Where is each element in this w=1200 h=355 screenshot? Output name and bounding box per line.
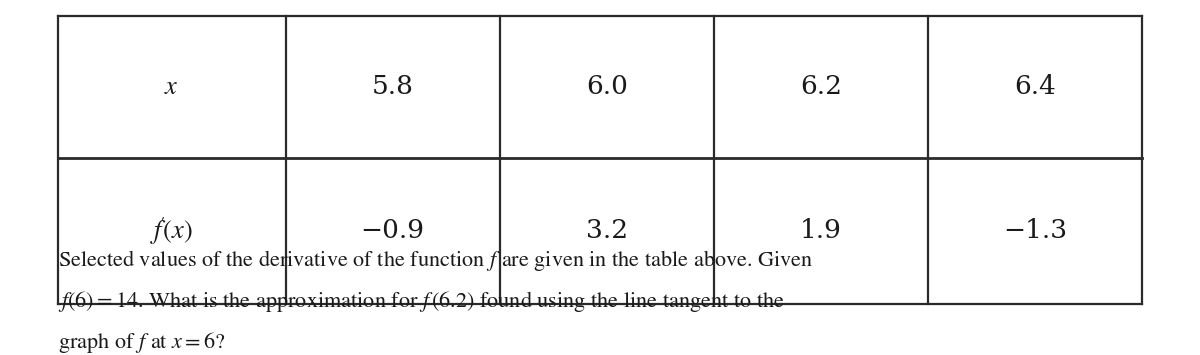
Text: graph of $f$ at $x = 6$?: graph of $f$ at $x = 6$? (58, 330, 226, 355)
Text: −1.3: −1.3 (1003, 218, 1067, 243)
Text: $f\!\!\:'\!(x)$: $f\!\!\:'\!(x)$ (150, 215, 193, 247)
Text: 5.8: 5.8 (372, 75, 414, 99)
Text: 3.2: 3.2 (586, 218, 628, 243)
Text: −0.9: −0.9 (361, 218, 425, 243)
Text: $f(6) = 14$. What is the approximation for $f\,(6.2)$ found using the line tange: $f(6) = 14$. What is the approximation f… (58, 289, 785, 314)
Text: $x$: $x$ (164, 74, 179, 100)
Text: Selected values of the derivative of the function $f$ are given in the table abo: Selected values of the derivative of the… (58, 248, 814, 273)
Text: 1.9: 1.9 (800, 218, 842, 243)
Text: 6.4: 6.4 (1014, 75, 1056, 99)
Text: 6.2: 6.2 (800, 75, 842, 99)
Text: 6.0: 6.0 (586, 75, 628, 99)
